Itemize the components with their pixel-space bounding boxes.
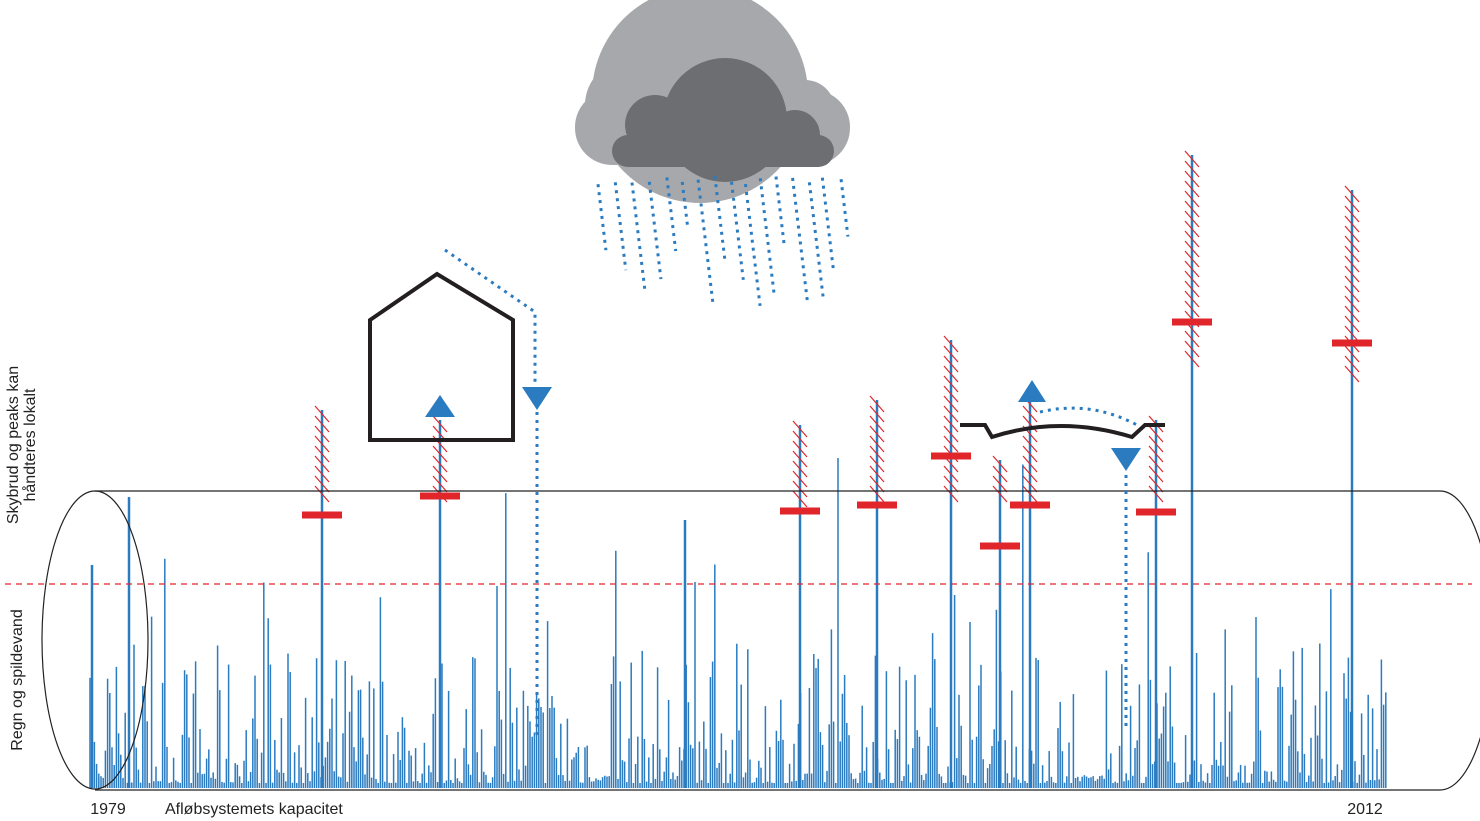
rain-streak xyxy=(632,183,645,291)
local-capacity xyxy=(420,493,460,500)
diagram: 1979 Afløbsystemets kapacitet 2012 Skybr… xyxy=(0,0,1480,821)
local-capacity xyxy=(1010,502,1050,509)
rain-streak xyxy=(841,179,848,236)
local-capacity xyxy=(302,512,342,519)
arrow-up xyxy=(425,395,455,417)
local-capacity xyxy=(780,508,820,515)
pipe-end xyxy=(1440,491,1480,790)
upper-zone-line: Skybrud og peaks kan xyxy=(5,366,22,524)
arrow-down xyxy=(1111,448,1141,471)
local-capacity xyxy=(931,453,971,460)
road-flow xyxy=(1040,408,1137,425)
rain-streak xyxy=(615,182,626,270)
rain-streak xyxy=(745,184,760,306)
rain-streak xyxy=(776,177,784,244)
rain-streak xyxy=(598,184,606,250)
local-capacity xyxy=(857,502,897,509)
start-year: 1979 xyxy=(90,801,126,818)
roof-runoff xyxy=(445,250,535,385)
capacity-label: Afløbsystemets kapacitet xyxy=(165,801,343,818)
rain-streak xyxy=(793,178,808,302)
peaks xyxy=(92,151,1372,788)
cloud xyxy=(575,0,850,203)
cloud-part xyxy=(612,135,834,167)
arrow-up xyxy=(1018,380,1046,402)
road xyxy=(960,425,1165,437)
rain-streak xyxy=(809,182,823,301)
local-capacity xyxy=(980,543,1020,550)
local-capacity xyxy=(1136,509,1176,516)
local-capacity xyxy=(1332,340,1372,347)
local-capacity xyxy=(1172,319,1212,326)
upper-zone-line: håndteres lokalt xyxy=(21,388,39,502)
upper-zone-label: Skybrud og peaks kan håndteres lokalt xyxy=(5,366,39,524)
rain-streak xyxy=(822,178,833,268)
rain-streak xyxy=(760,178,774,293)
arrow-down xyxy=(522,387,552,410)
end-year: 2012 xyxy=(1347,801,1383,818)
lower-zone-label: Regn og spildevand xyxy=(9,609,26,750)
rain-streak xyxy=(649,182,661,279)
